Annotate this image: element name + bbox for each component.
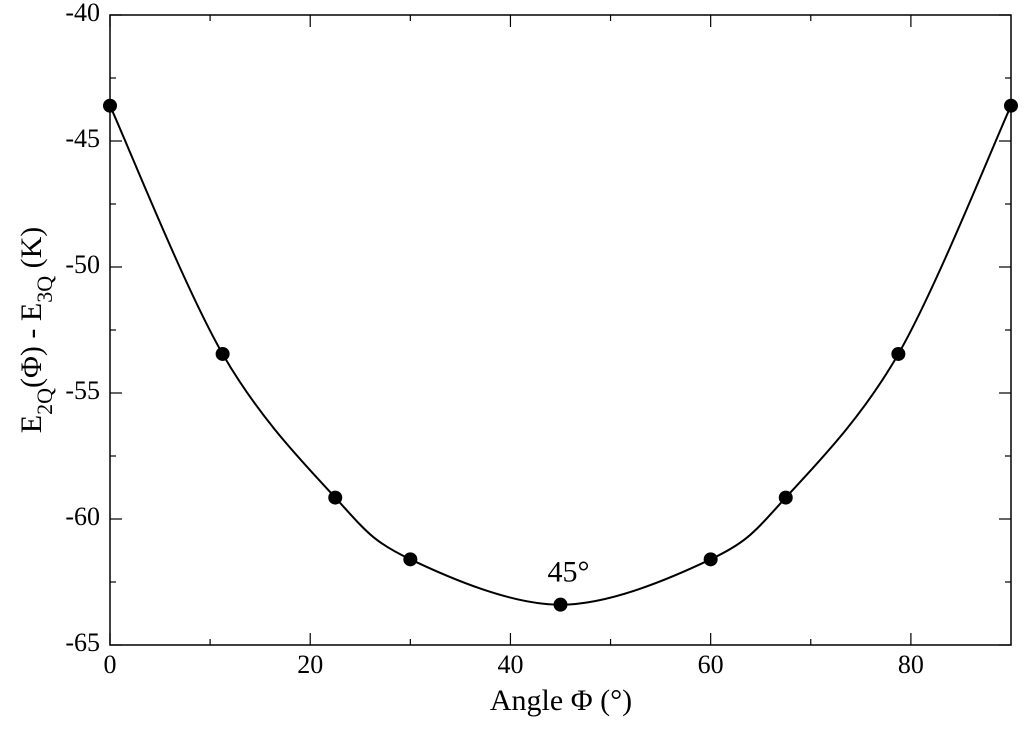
point [553,597,568,612]
point [703,552,718,567]
annotation: 45° [548,556,590,589]
point [891,346,906,361]
x-tick-label: 80 [898,650,924,679]
y-axis-title-part: (K) [15,227,48,276]
point [215,346,230,361]
x-tick-label: 0 [104,650,117,679]
y-axis-title-part: (Φ) - E [15,303,48,388]
point [403,552,418,567]
x-tick-label: 20 [297,650,323,679]
y-tick-label: -65 [65,628,100,657]
x-axis-title: Angle Φ (°) [490,684,632,717]
x-tick-label: 60 [698,650,724,679]
point [328,490,343,505]
y-tick-label: -45 [65,124,100,153]
y-tick-label: -60 [65,502,100,531]
y-tick-label: -50 [65,250,100,279]
y-tick-label: -55 [65,376,100,405]
y-tick-label: -40 [65,0,100,27]
y-axis-title-part: E [15,415,48,433]
point [1004,98,1018,113]
y-axis-title: E2Q(Φ) - E3Q (K) [15,227,57,434]
x-tick-label: 40 [497,650,523,679]
point [103,98,117,113]
point [778,490,793,505]
y-axis-title-part: 2Q [32,388,57,415]
y-axis-title-part: 3Q [32,276,57,303]
